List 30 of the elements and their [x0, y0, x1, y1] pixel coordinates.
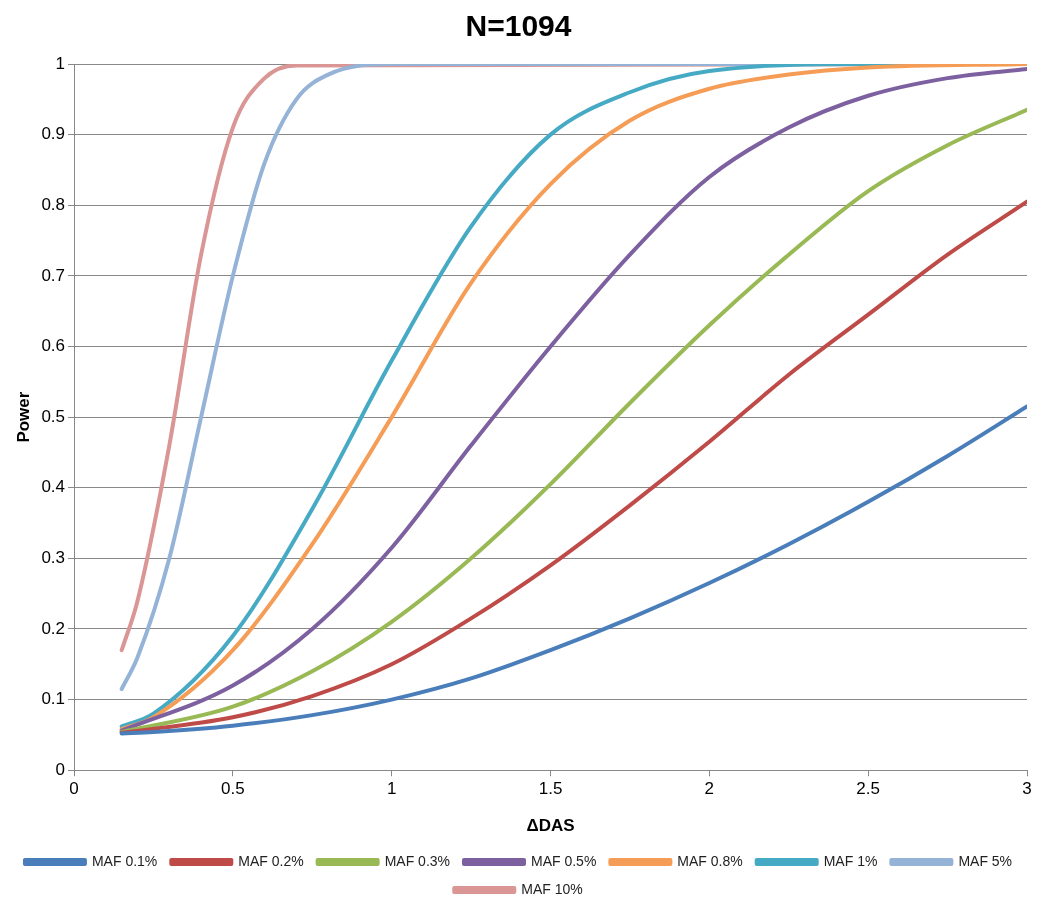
legend-label: MAF 0.1% — [91, 852, 158, 869]
legend-label: MAF 5% — [958, 852, 1013, 869]
legend-label: MAF 1% — [823, 852, 878, 869]
legend-label: MAF 0.2% — [238, 852, 304, 869]
line-series — [119, 404, 1027, 736]
y-tick-label: 0.6 — [41, 336, 66, 356]
legend-label: MAF 0.3% — [384, 852, 451, 869]
x-tick-label: 0.5 — [221, 779, 245, 799]
y-tick-label: 0.5 — [41, 406, 66, 426]
x-tick-label: 2.5 — [856, 779, 880, 799]
y-tick-label: 0.9 — [41, 124, 66, 144]
y-tick-label: 0 — [55, 759, 66, 779]
x-axis-title: ΔDAS — [526, 816, 575, 836]
y-tick-label: 0.3 — [41, 548, 66, 568]
y-tick-label: 0.4 — [41, 477, 66, 497]
x-tick-label: 2 — [704, 779, 715, 799]
y-tick-label: 0.7 — [41, 265, 66, 285]
x-tick-label: 1.5 — [538, 779, 563, 799]
chart-title: N=1094 — [465, 9, 572, 43]
x-tick-label: 3 — [1022, 779, 1032, 799]
y-tick-label: 1 — [55, 53, 66, 73]
y-tick-label: 0.1 — [41, 689, 66, 709]
y-tick-label: 0.2 — [41, 618, 66, 638]
x-tick-label: 0 — [69, 779, 79, 799]
y-tick-label: 0.8 — [41, 194, 66, 214]
legend-label: MAF 0.8% — [677, 852, 743, 869]
y-axis-title: Power — [13, 391, 33, 443]
legend-label: MAF 0.5% — [531, 852, 597, 869]
legend-label: MAF 10% — [521, 880, 583, 897]
x-tick-label: 1 — [386, 779, 397, 799]
